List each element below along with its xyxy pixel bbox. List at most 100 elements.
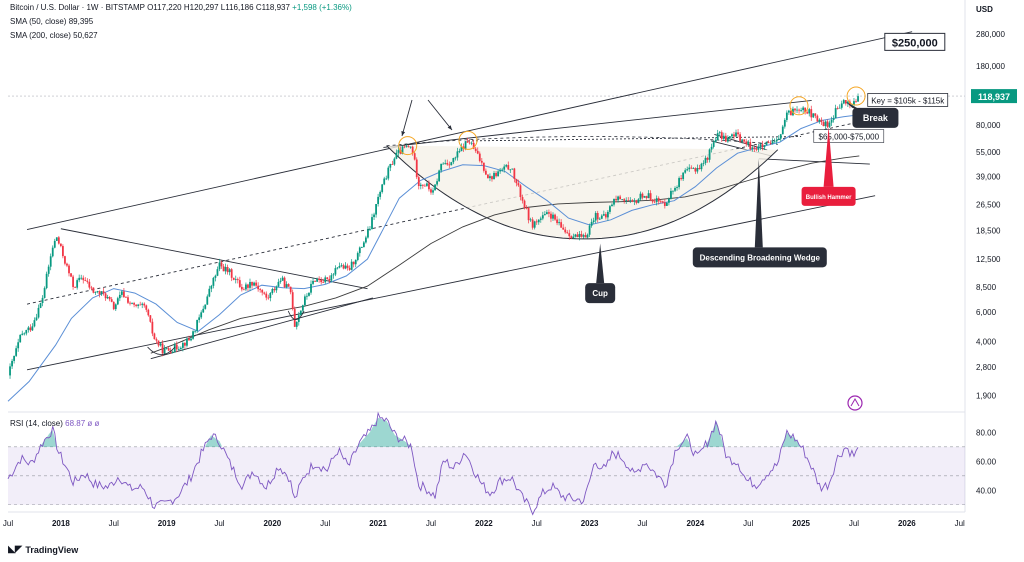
candle-body-290	[598, 218, 601, 220]
candle-body-323	[665, 202, 668, 206]
candle-body-85	[181, 342, 184, 348]
candle-body-232	[480, 160, 483, 163]
candle-body-152	[318, 278, 321, 280]
candle-body-359	[739, 134, 741, 141]
candle-body-316	[651, 200, 654, 202]
candle-body-274	[566, 232, 569, 234]
cup-rim-dashed	[386, 136, 778, 147]
target-label: $250,000	[892, 37, 938, 49]
candle-body-324	[668, 198, 670, 203]
candle-body-138	[289, 286, 292, 293]
candle-body-100	[212, 277, 215, 286]
candle-body-303	[625, 200, 628, 201]
price-tick-label: 80,000	[976, 121, 1001, 130]
candle-body-341	[702, 163, 705, 164]
candle-body-349	[718, 132, 721, 134]
candle-body-408	[838, 107, 841, 109]
candle-body-241	[499, 170, 502, 172]
support-label: $65,000-$75,000	[819, 133, 880, 142]
candle-body-56	[123, 291, 125, 297]
candle-body-243	[503, 166, 506, 170]
candle-body-113	[238, 280, 241, 287]
candle-body-227	[470, 142, 473, 144]
candle-body-55	[120, 291, 123, 295]
candle-body-146	[306, 295, 308, 297]
candle-body-63	[137, 304, 140, 306]
candle-body-137	[287, 284, 290, 287]
tradingview-mark-icon: ◣◤	[8, 544, 22, 555]
last-price-tag	[971, 89, 1017, 104]
candle-body-409	[840, 103, 843, 108]
candle-body-328	[676, 187, 678, 189]
candle-body-122	[257, 285, 260, 290]
candle-body-179	[373, 214, 375, 218]
candle-body-287	[592, 220, 595, 222]
candle-body-200	[415, 159, 418, 178]
candle-body-344	[708, 149, 711, 160]
candle-body-382	[785, 112, 788, 120]
candle-body-123	[259, 289, 262, 291]
hammer-pointer	[823, 126, 834, 187]
candle-body-79	[169, 350, 172, 353]
candle-body-111	[234, 279, 237, 280]
ohlc-close: C118,937	[255, 3, 290, 12]
time-tick-label: Jul	[426, 519, 436, 528]
candle-body-74	[159, 343, 162, 346]
time-tick-label: 2026	[898, 519, 916, 528]
time-tick-label: Jul	[637, 519, 647, 528]
axes: USD 280,000 180,000 80,000 55,000 39,000 26,50…	[3, 5, 1017, 528]
candle-body-124	[261, 290, 264, 293]
support-trendline	[150, 297, 373, 360]
candle-body-300	[619, 196, 622, 200]
candle-body-375	[771, 141, 774, 144]
time-tick-label: 2024	[686, 519, 704, 528]
candle-body-16	[41, 297, 44, 304]
candle-body-352	[724, 135, 727, 142]
rsi-extra-2: ø	[94, 419, 100, 428]
candle-body-264	[545, 212, 548, 215]
candle-body-307	[633, 200, 636, 202]
alert-icon-glyph	[850, 397, 860, 407]
candle-body-295	[609, 206, 611, 212]
candle-body-350	[720, 132, 723, 139]
candle-body-14	[37, 307, 40, 318]
candle-body-217	[450, 162, 453, 166]
candle-body-291	[600, 215, 603, 219]
candle-body-338	[696, 167, 699, 172]
sma50-value: 89,395	[68, 17, 94, 26]
legend-sma50[interactable]: SMA (50, close) 89,395	[10, 17, 93, 26]
candle-body-164	[342, 265, 345, 269]
legend-sma200[interactable]: SMA (200, close) 50,627	[10, 31, 98, 40]
candle-body-319	[657, 198, 660, 202]
time-tick-label: 2021	[369, 519, 387, 528]
candle-body-121	[255, 282, 257, 286]
candle-body-360	[741, 139, 744, 141]
candle-body-332	[684, 170, 687, 173]
candle-body-156	[326, 277, 329, 280]
candle-body-222	[460, 146, 463, 152]
sma-50-line	[7, 114, 860, 402]
candle-body-380	[781, 126, 784, 135]
candle-body-225	[466, 141, 469, 143]
candle-body-347	[714, 139, 717, 143]
candle-body-356	[733, 134, 735, 137]
key-box	[867, 93, 949, 107]
candle-body-170	[354, 259, 357, 265]
candle-body-238	[493, 172, 495, 180]
candle-body-209	[434, 184, 436, 191]
candle-body-45	[100, 291, 103, 295]
candle-body-247	[511, 168, 514, 170]
legend-rsi[interactable]: RSI (14, close) 68.87 ø ø	[10, 419, 99, 428]
tradingview-logo[interactable]: ◣◤ TradingView	[8, 544, 78, 555]
candle-body-371	[763, 145, 766, 148]
candle-body-38	[86, 280, 89, 282]
candle-body-414	[851, 104, 853, 106]
candle-body-108	[228, 269, 231, 273]
candle-body-192	[399, 150, 402, 154]
candle-body-9	[27, 327, 30, 330]
rsi-tick-label: 40.00	[976, 486, 997, 495]
candle-body-311	[641, 193, 644, 198]
candle-body-246	[509, 169, 512, 171]
candle-body-412	[846, 101, 849, 104]
candle-body-43	[96, 291, 99, 292]
